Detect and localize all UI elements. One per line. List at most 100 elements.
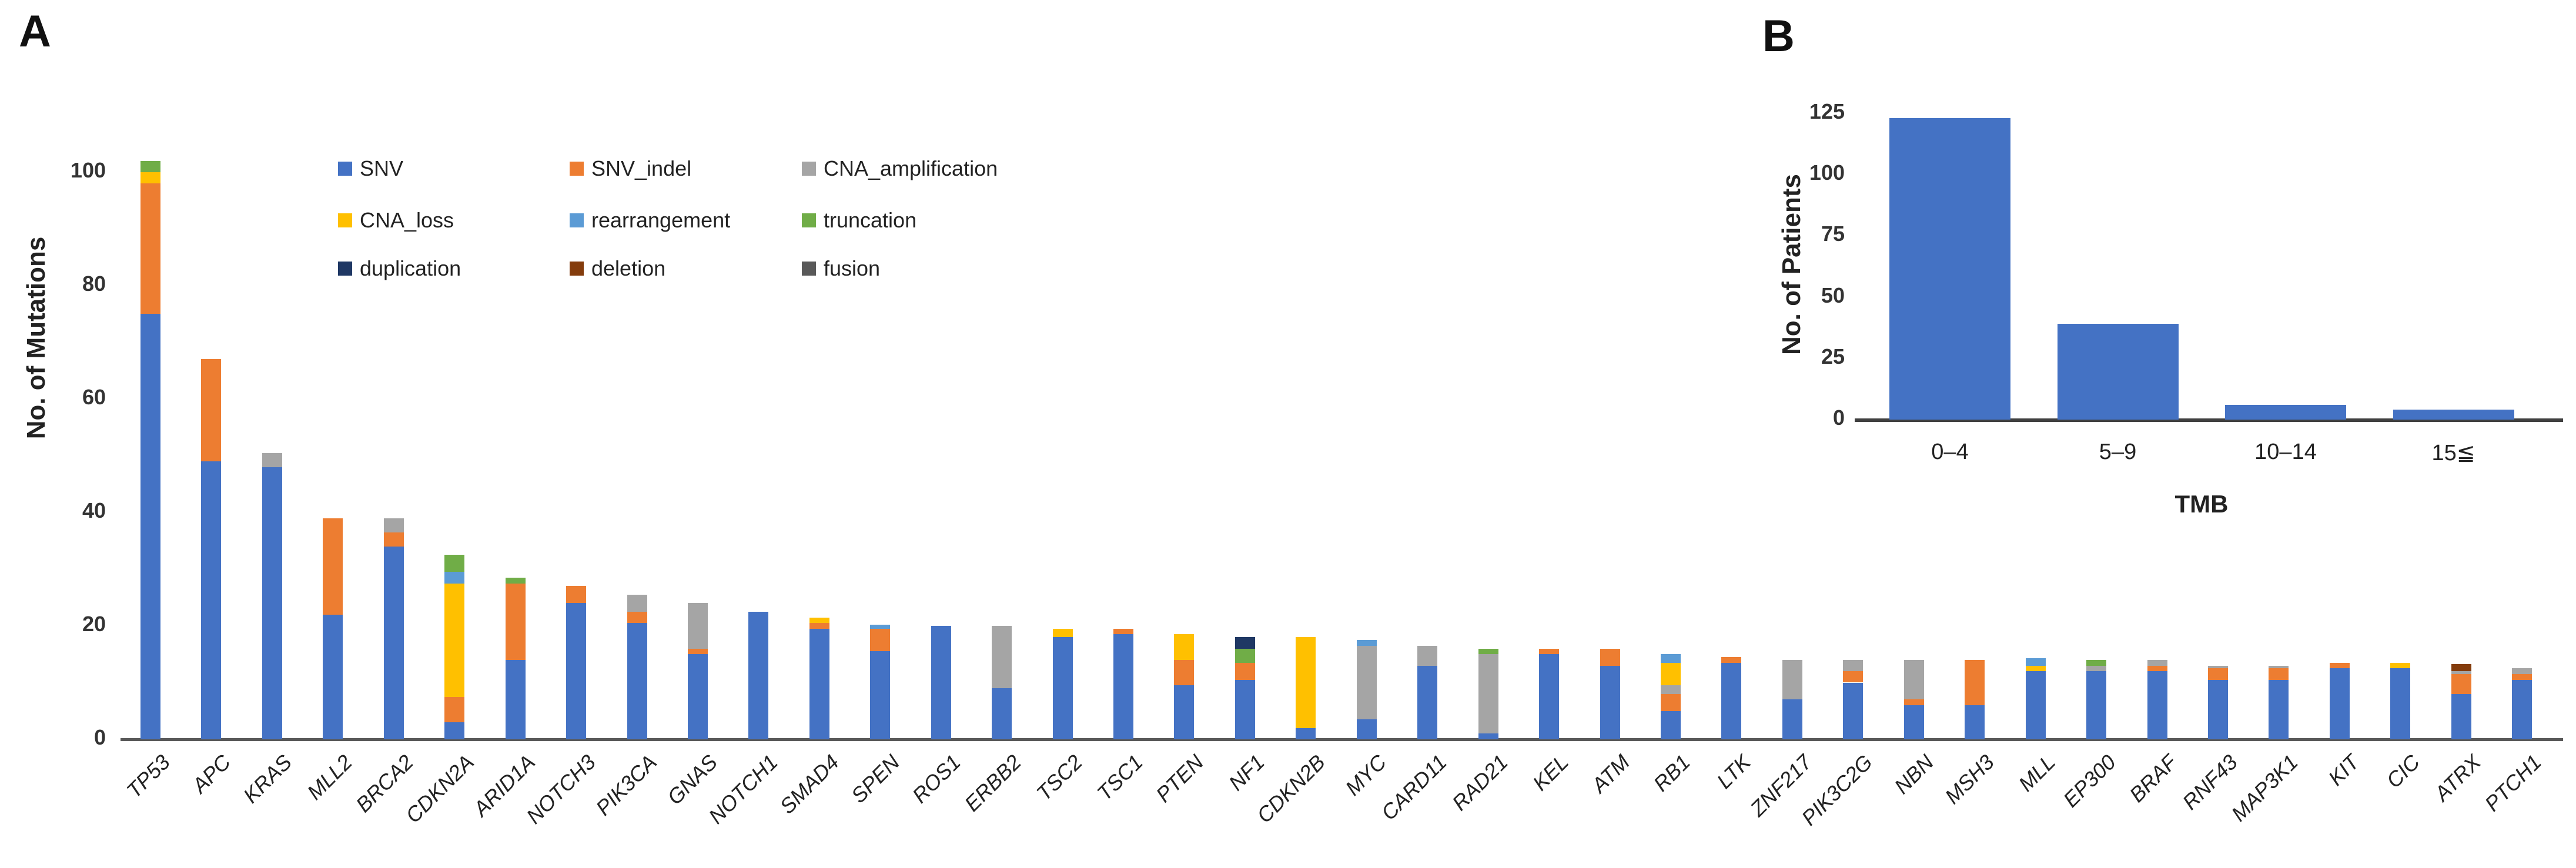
bar-segment: [2269, 679, 2289, 739]
bar-segment: [687, 648, 708, 655]
bar-segment: [444, 583, 465, 697]
bar-segment: [627, 611, 647, 624]
legend-item: fusion: [802, 256, 880, 281]
bar-segment: [1356, 640, 1377, 646]
bar-segment: [1052, 637, 1073, 739]
bar-segment: [992, 626, 1012, 689]
bar-segment: [383, 532, 404, 547]
legend-label: rearrangement: [591, 208, 731, 232]
x-tick-label-b: 0–4: [1931, 440, 1969, 464]
bar-segment: [1235, 662, 1255, 680]
bar-segment: [1052, 628, 1073, 638]
bar-segment: [1661, 662, 1681, 686]
bar-segment: [2512, 679, 2532, 739]
bar-segment: [2269, 668, 2289, 680]
bar-segment: [2390, 668, 2411, 739]
legend-label: SNV_indel: [591, 156, 692, 180]
bar-segment: [2147, 665, 2167, 672]
bar-segment: [2512, 674, 2532, 680]
bar-segment: [1235, 637, 1255, 649]
bar-segment: [992, 688, 1012, 739]
bar-segment: [140, 160, 160, 172]
bar-segment: [870, 651, 891, 739]
bar-segment: [809, 617, 829, 624]
bar-segment: [140, 172, 160, 184]
legend-label: deletion: [591, 256, 666, 280]
bar-segment: [444, 555, 465, 572]
bar-segment: [262, 467, 282, 739]
bar-segment: [383, 546, 404, 739]
bar-segment: [2025, 671, 2046, 739]
bar-segment: [505, 583, 526, 660]
bar-segment: [2512, 668, 2532, 675]
bar-segment: [2086, 665, 2107, 672]
bar-segment: [1661, 654, 1681, 663]
bar-segment: [262, 453, 282, 467]
bar-segment: [1903, 659, 1924, 700]
bar-segment: [870, 628, 891, 652]
bar-segment: [566, 586, 587, 604]
legend-swatch: [338, 262, 352, 276]
bar-segment: [444, 722, 465, 739]
legend-swatch: [802, 162, 816, 176]
bar-segment: [566, 603, 587, 739]
y-tick-label-b: 25: [1821, 344, 1845, 368]
legend-label: CNA_amplification: [824, 156, 998, 180]
legend-swatch: [570, 262, 584, 276]
bar-segment: [1539, 648, 1560, 655]
legend-label: SNV: [360, 156, 404, 180]
bar-segment: [2207, 665, 2228, 669]
bar-segment: [2451, 674, 2471, 694]
bar-segment: [2086, 659, 2107, 666]
legend-item: CNA_loss: [338, 208, 454, 233]
legend-label: truncation: [824, 208, 917, 232]
legend-item: SNV_indel: [570, 156, 691, 181]
bar-segment: [1782, 659, 1802, 700]
bar-segment: [1721, 657, 1742, 663]
bar-segment: [323, 518, 343, 615]
x-tick-label-b: 10–14: [2254, 440, 2317, 464]
patient-bar: [2057, 324, 2179, 420]
bar-segment: [1661, 693, 1681, 711]
bar-segment: [1296, 637, 1316, 728]
bar-segment: [505, 577, 526, 584]
bar-segment: [1600, 665, 1620, 739]
y-tick-label-b: 50: [1821, 283, 1845, 307]
bar-segment: [444, 572, 465, 584]
bar-segment: [1417, 665, 1438, 739]
legend-swatch: [570, 213, 584, 227]
bar-segment: [1174, 659, 1195, 686]
legend-item: duplication: [338, 256, 461, 281]
bar-segment: [1296, 728, 1316, 739]
bar-segment: [627, 594, 647, 612]
bar-segment: [1174, 634, 1195, 660]
bar-segment: [2451, 663, 2471, 672]
bar-segment: [2329, 662, 2350, 669]
bar-segment: [1782, 699, 1802, 739]
panel-b-label: B: [1762, 11, 1795, 61]
bar-segment: [2207, 679, 2228, 739]
y-tick-label-b: 100: [1809, 160, 1845, 185]
bar-segment: [201, 461, 222, 739]
bar-segment: [1478, 733, 1498, 739]
bar-segment: [2147, 671, 2167, 739]
y-tick-label-a: 100: [70, 158, 106, 182]
legend-swatch: [802, 213, 816, 227]
bar-segment: [2451, 693, 2471, 739]
legend-label: CNA_loss: [360, 208, 454, 232]
y-tick-label-a: 0: [93, 725, 106, 749]
bar-segment: [1965, 705, 1985, 739]
bar-segment: [1235, 679, 1255, 739]
bar-segment: [870, 625, 891, 629]
bar-segment: [201, 359, 222, 462]
bar-segment: [2390, 662, 2411, 669]
legend-label: duplication: [360, 256, 461, 280]
legend-swatch: [802, 262, 816, 276]
bar-segment: [140, 314, 160, 739]
patient-bar: [1889, 118, 2010, 420]
bar-segment: [2025, 658, 2046, 666]
legend-label: fusion: [824, 256, 881, 280]
x-axis-label-tmb: TMB: [2174, 490, 2229, 518]
